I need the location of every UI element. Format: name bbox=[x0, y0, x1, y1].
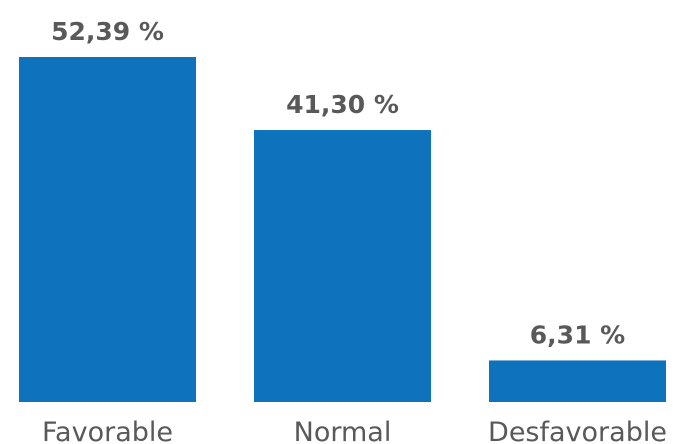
bar-normal bbox=[254, 130, 431, 402]
data-label-favorable: 52,39 % bbox=[51, 17, 164, 46]
category-label-normal: Normal bbox=[294, 417, 392, 444]
data-label-normal: 41,30 % bbox=[286, 90, 399, 119]
bar-desfavorable bbox=[489, 360, 666, 402]
category-label-favorable: Favorable bbox=[42, 417, 173, 444]
data-label-desfavorable: 6,31 % bbox=[530, 320, 625, 349]
bar-favorable bbox=[19, 57, 196, 402]
category-label-desfavorable: Desfavorable bbox=[488, 417, 667, 444]
